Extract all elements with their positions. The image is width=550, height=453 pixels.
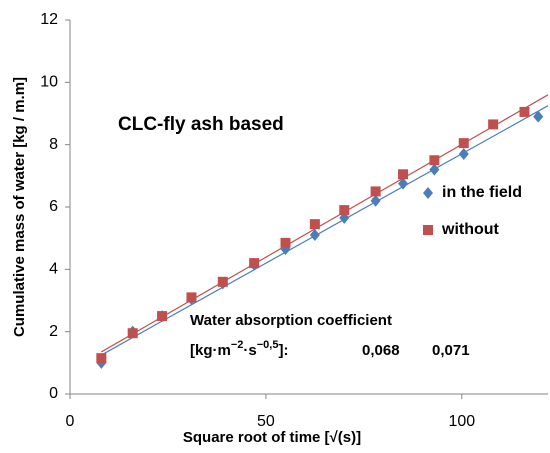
coefficient-unit: [kg·m−2·s−0,5]: [190,339,288,359]
legend-label: without [441,221,500,238]
x-tick-label: 0 [66,413,75,430]
square-marker [127,328,138,339]
chart-annotation-title: CLC-fly ash based [118,114,284,135]
square-marker [458,138,469,149]
square-marker [429,155,440,166]
square-marker [370,186,381,197]
y-axis-label: Cumulative mass of water [kg / m.m] [11,77,28,337]
square-marker [519,106,530,117]
legend-label: in the field [442,184,522,201]
square-marker [398,169,409,180]
x-axis-label: Square root of time [√(s)] [183,429,361,446]
coefficient-label: Water absorption coefficient [190,312,392,329]
legend-marker [423,225,433,235]
square-marker [280,237,291,248]
y-tick-label: 4 [49,261,58,278]
diamond-marker [309,229,320,242]
square-marker [339,205,350,216]
square-marker [309,219,320,230]
y-tick-label: 12 [40,11,58,28]
square-marker [217,276,228,287]
square-marker [96,353,107,364]
y-tick-label: 0 [49,385,58,402]
diamond-marker [458,148,469,161]
diamond-marker [398,177,409,190]
diamond-marker [533,110,544,123]
legend-marker [423,187,433,199]
square-marker [186,292,197,303]
coefficient-field: 0,068 [362,342,400,359]
diamond-marker [370,194,381,207]
y-tick-label: 10 [40,74,58,91]
diamond-marker [429,163,440,176]
square-marker [249,258,260,269]
square-marker [157,311,168,322]
square-marker [488,119,499,130]
x-tick-label: 50 [257,413,275,430]
x-tick-label: 100 [448,413,475,430]
y-tick-label: 2 [49,323,58,340]
coefficient-without: 0,071 [432,342,470,359]
y-tick-label: 8 [49,136,58,153]
trendline [101,94,549,353]
trendline [101,105,549,356]
y-tick-label: 6 [49,198,58,215]
